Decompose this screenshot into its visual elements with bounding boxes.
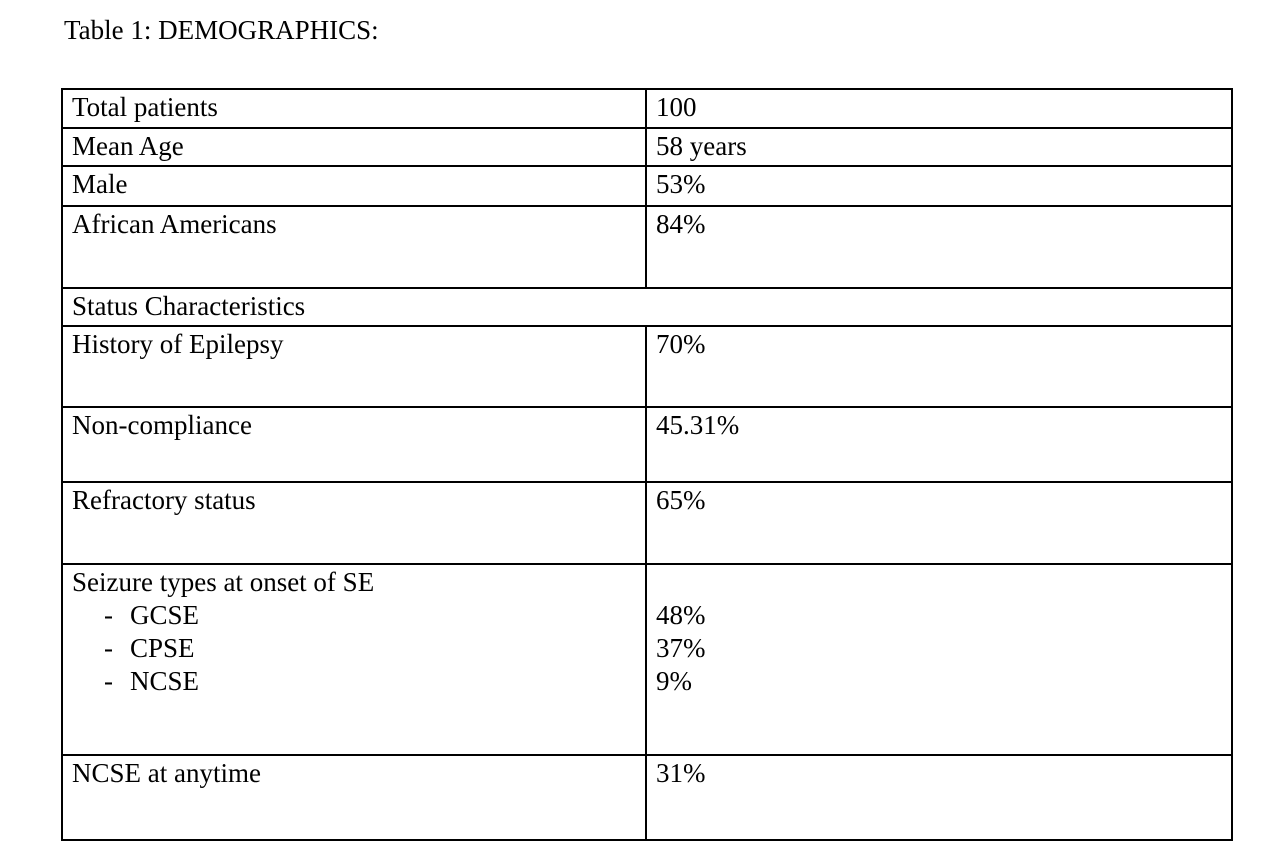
table-caption: Table 1: DEMOGRAPHICS: bbox=[64, 15, 379, 45]
list-item-value: 9% bbox=[656, 666, 692, 696]
table-row: Seizure types at onset of SE - GCSE - CPSE - N… bbox=[61, 563, 1233, 756]
value-cell: 31% bbox=[645, 754, 1233, 841]
value-cell: 84% bbox=[645, 205, 1233, 289]
list-item: - NCSE bbox=[72, 665, 637, 698]
list-item-label: CPSE bbox=[130, 633, 195, 663]
list-item: - CPSE bbox=[72, 632, 637, 665]
label-cell: Non-compliance bbox=[61, 406, 647, 483]
label-cell: History of Epilepsy bbox=[61, 325, 647, 408]
value-cell: 45.31% bbox=[645, 406, 1233, 483]
dash-bullet: - bbox=[104, 633, 113, 663]
list-item-value: 48% bbox=[656, 600, 706, 630]
list-item-label: NCSE bbox=[130, 666, 200, 696]
table-row: Non-compliance 45.31% bbox=[61, 406, 1233, 483]
label-cell: Mean Age bbox=[61, 127, 647, 167]
value-cell: 100 bbox=[645, 88, 1233, 129]
dash-bullet: - bbox=[104, 666, 113, 696]
blank-line bbox=[656, 566, 1223, 599]
value-cell: 70% bbox=[645, 325, 1233, 408]
table-row: Total patients 100 bbox=[61, 88, 1233, 129]
label-cell: NCSE at anytime bbox=[61, 754, 647, 841]
label-cell: Male bbox=[61, 165, 647, 207]
list-item-label: GCSE bbox=[130, 600, 200, 630]
table-row: Refractory status 65% bbox=[61, 481, 1233, 565]
demographics-table: Total patients 100 Mean Age 58 years Male 53%… bbox=[61, 88, 1233, 841]
table-row: NCSE at anytime 31% bbox=[61, 754, 1233, 841]
dash-bullet: - bbox=[104, 600, 113, 630]
table-row: Status Characteristics bbox=[61, 287, 1233, 327]
section-header-cell: Status Characteristics bbox=[61, 287, 1233, 327]
table-row: African Americans 84% bbox=[61, 205, 1233, 289]
table-row: History of Epilepsy 70% bbox=[61, 325, 1233, 408]
label-cell: Seizure types at onset of SE - GCSE - CPSE - N… bbox=[61, 563, 647, 756]
table-row: Mean Age 58 years bbox=[61, 127, 1233, 167]
value-cell: 65% bbox=[645, 481, 1233, 565]
value-cell: 53% bbox=[645, 165, 1233, 207]
value-cell: 58 years bbox=[645, 127, 1233, 167]
table-row: Male 53% bbox=[61, 165, 1233, 207]
label-cell: Refractory status bbox=[61, 481, 647, 565]
label-cell: Total patients bbox=[61, 88, 647, 129]
list-title: Seizure types at onset of SE bbox=[72, 567, 375, 597]
list-item: - GCSE bbox=[72, 599, 637, 632]
demographics-table-body: Total patients 100 Mean Age 58 years Male 53%… bbox=[61, 88, 1233, 841]
label-cell: African Americans bbox=[61, 205, 647, 289]
value-cell: 48% 37% 9% bbox=[645, 563, 1233, 756]
list-item-value: 37% bbox=[656, 633, 706, 663]
